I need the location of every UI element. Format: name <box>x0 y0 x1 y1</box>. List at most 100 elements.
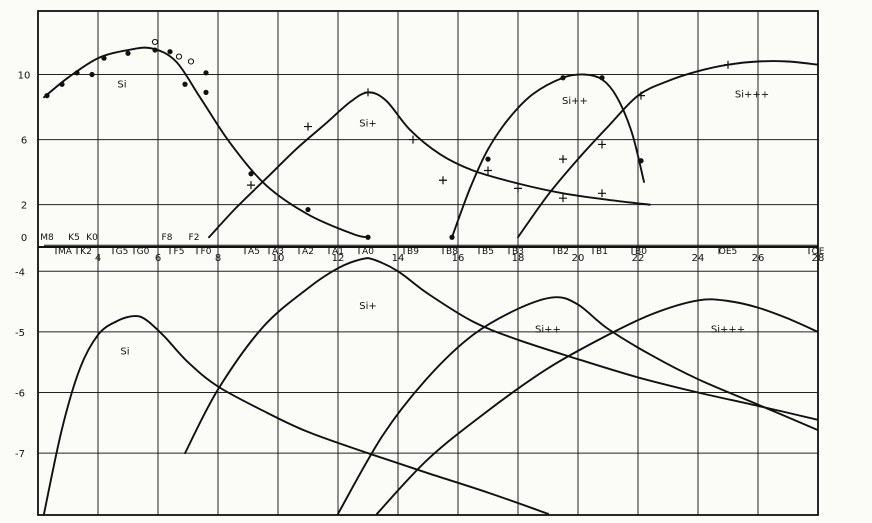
data-point-circle <box>151 38 159 46</box>
x-tick-label: 16 <box>452 253 465 264</box>
data-point-dot <box>305 206 311 213</box>
spectral-type-label: M8 <box>40 233 54 243</box>
data-point-plus <box>247 181 255 190</box>
data-point-dot <box>248 171 254 177</box>
curve-label: Si+++ <box>735 89 769 100</box>
data-point-dot <box>152 47 158 53</box>
data-point-plus <box>724 60 732 69</box>
spectral-type-label: A1 <box>332 247 344 257</box>
x-tick-label: 14 <box>392 253 405 264</box>
data-point-plus <box>598 189 606 198</box>
spectral-type-label: OE <box>812 247 825 257</box>
spectral-type-label: MA <box>58 247 73 257</box>
data-point-dot <box>125 50 131 56</box>
data-point-circle <box>175 53 183 60</box>
x-tick-label: 12 <box>332 253 345 264</box>
y-tick-label: 6 <box>21 136 27 147</box>
data-point-dot <box>560 75 566 81</box>
bottom-curve <box>337 296 818 515</box>
x-tick-label: 26 <box>752 253 765 264</box>
spectral-type-label: A0 <box>362 247 374 257</box>
plot-frame <box>37 10 819 516</box>
x-tick-label: 28 <box>812 253 825 264</box>
data-point-dot <box>59 81 65 87</box>
spectral-type-label: B3 <box>512 247 524 257</box>
x-tick-label: 10 <box>272 253 285 264</box>
data-point-dot <box>101 55 107 61</box>
spectral-type-label: B1 <box>596 247 608 257</box>
data-point-plus <box>559 194 567 203</box>
y-tick-label: 2 <box>21 201 27 212</box>
data-point-plus <box>637 91 645 100</box>
x-tick-label: 22 <box>632 253 645 264</box>
data-point-dot <box>365 234 371 240</box>
spectral-type-label: B8 <box>446 247 458 257</box>
data-point-dot <box>203 89 209 95</box>
spectral-type-label: OE5 <box>719 247 738 257</box>
data-point-plus <box>514 184 522 193</box>
data-point-plus <box>439 176 447 185</box>
spectral-type-label: B5 <box>482 247 494 257</box>
curve-label: Si+ <box>359 301 377 312</box>
spectral-type-label: F2 <box>189 233 200 243</box>
x-tick-label: 6 <box>155 253 161 264</box>
data-point-dot <box>89 71 95 78</box>
spectral-type-label: A2 <box>302 247 314 257</box>
top-curve <box>43 46 369 239</box>
data-point-dot <box>167 49 173 55</box>
curve-label: Si+ <box>359 119 377 130</box>
curve-label: Si+++ <box>711 324 745 335</box>
data-point-dot <box>485 156 491 162</box>
x-tick-label: 24 <box>692 253 705 264</box>
data-point-dot <box>182 81 188 87</box>
spectral-type-label: K2 <box>80 247 92 257</box>
data-point-dot <box>599 75 605 81</box>
y-tick-label: -6 <box>15 389 25 400</box>
spectral-type-label: A5 <box>248 247 260 257</box>
curve-label: Si++ <box>562 96 588 107</box>
y-tick-label: -4 <box>15 267 25 278</box>
data-point-plus <box>484 166 492 175</box>
data-point-circle <box>187 58 195 65</box>
data-point-plus <box>598 140 606 149</box>
data-point-plus <box>559 155 567 164</box>
x-tick-label: 20 <box>572 253 585 264</box>
spectral-type-label: K0 <box>86 233 98 243</box>
spectral-type-label: B2 <box>557 247 569 257</box>
x-tick-label: 18 <box>512 253 525 264</box>
data-point-dot <box>449 234 455 240</box>
spectral-type-label: F8 <box>162 233 173 243</box>
spectral-type-label: B9 <box>407 247 419 257</box>
x-tick-label: 8 <box>215 253 221 264</box>
spectral-type-label: F5 <box>174 247 185 257</box>
y-tick-label: 0 <box>21 233 27 244</box>
curve-label: Si <box>117 79 126 90</box>
top-curve <box>208 91 651 239</box>
spectral-type-label: B0 <box>635 247 647 257</box>
top-curve <box>517 60 819 239</box>
data-point-dot <box>44 93 50 99</box>
spectral-type-label: G5 <box>116 247 129 257</box>
spectral-type-label: G0 <box>137 247 150 257</box>
y-tick-label: -5 <box>15 328 25 339</box>
data-point-dot <box>638 158 644 164</box>
bottom-curve <box>184 257 818 455</box>
y-tick-label: 10 <box>18 70 31 81</box>
bottom-curve <box>43 315 549 515</box>
data-point-plus <box>304 122 312 131</box>
data-point-dot <box>74 70 80 76</box>
data-point-plus <box>364 88 372 97</box>
spectral-type-label: K5 <box>68 233 80 243</box>
data-point-dot <box>203 70 209 76</box>
x-tick-label: 4 <box>95 253 101 264</box>
spectral-type-label: F0 <box>201 247 212 257</box>
bottom-curve <box>376 298 818 515</box>
spectral-type-label: A3 <box>272 247 284 257</box>
curve-label: Si <box>120 346 129 357</box>
curve-label: Si++ <box>535 324 561 335</box>
data-point-plus <box>409 135 417 144</box>
top-curve <box>451 73 645 239</box>
y-tick-label: -7 <box>15 449 25 460</box>
